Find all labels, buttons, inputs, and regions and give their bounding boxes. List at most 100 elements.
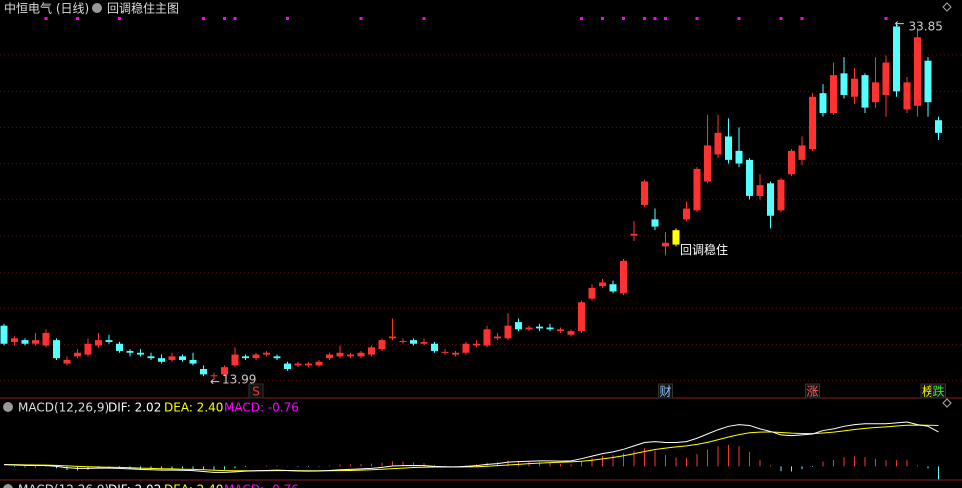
candle-body [74,352,81,357]
icon [3,402,13,412]
signal-dot [202,17,205,20]
signal-dot [779,17,783,20]
annotation: 回调稳住 [680,242,728,257]
candle-body [609,284,617,292]
candle-body [137,352,144,355]
candle-body [767,183,774,216]
min-label: 13.99 [222,372,256,386]
candle-body [557,329,564,332]
candle-body [231,354,239,366]
signal-dot [223,17,226,20]
candle-body [536,326,543,329]
candle-body [914,37,921,106]
candle-body [210,375,218,377]
candle-body [630,233,638,236]
signal-dot [653,17,657,20]
candle-body [746,159,753,196]
candle-body [840,73,848,95]
candle-body [189,359,197,364]
candle-body [935,120,942,133]
candle-body [672,230,680,245]
candle-body [126,350,134,353]
candle-body [84,343,92,355]
signal-dot [118,17,121,20]
candle-body [105,340,113,342]
candle-body [756,185,764,196]
candle-body [315,361,323,366]
candle-body [378,340,386,350]
candle-body [830,75,837,113]
candle-body [452,352,459,355]
event-box [658,383,673,399]
icon [3,484,13,488]
candle-body [179,356,186,360]
candle-body [95,340,102,346]
candle-body [588,287,596,299]
signal-dot [580,17,583,20]
signal-dot [800,17,804,20]
event-box [931,383,946,399]
candle-body [462,343,470,353]
macd-label: MACD: -0.76 [224,483,299,488]
candle-body [620,260,627,294]
candle-body [357,352,365,357]
candle-body [714,132,722,155]
candle-body [651,219,659,227]
candle-body [53,340,60,359]
candle-body [578,302,585,332]
candle-body [284,363,291,369]
candle-body [347,354,354,357]
candle-body [116,343,123,351]
candle-body [483,329,491,346]
candle-body [809,96,816,150]
signal-dot [422,17,426,20]
signal-dot [359,17,363,20]
chart-subtitle: 回调稳住主图 [107,1,179,16]
candle-body [263,352,270,355]
candle-body [851,78,858,97]
candle-body [735,150,743,164]
candle-body [473,343,480,346]
candle-body [693,168,701,211]
signal-dot [601,17,604,20]
candle-body [798,145,806,160]
candle-body [788,150,795,175]
candle-body [242,356,249,359]
candle-body [515,322,522,330]
event-box [248,383,264,399]
event-label: S [252,385,260,399]
candle-body [42,332,50,346]
candle-body [200,368,207,375]
dif-label: DIF: 2.02 [108,401,161,415]
candle-body [525,327,533,330]
candle-body [903,82,911,110]
macd-title: MACD(12,26,9) [18,401,109,415]
candle-body [368,347,375,355]
candle-body [21,340,29,344]
icon [942,2,952,12]
dea-label: DEA: 2.40 [164,401,223,415]
candle-body [252,354,260,359]
candle-body [11,338,18,342]
min-arrow: ← [210,374,220,388]
candle-body [0,325,8,344]
candle-body [546,327,554,330]
signal-dot [737,17,741,20]
max-arrow: ← [895,16,905,30]
candle-body [819,93,827,113]
candle-body [924,60,932,103]
signal-dot [286,17,289,20]
candle-body [63,359,71,364]
candle-body [872,82,879,103]
dea-line [4,424,939,472]
candle-body [494,336,501,339]
chart-title: 中恒电气 (日线) [4,1,89,16]
candle-body [683,208,690,220]
candle-body [336,352,344,357]
dif-label: DIF: 2.02 [108,483,161,488]
signal-dot [44,17,48,20]
event-label: 财 [659,385,671,399]
candle-body [158,358,165,362]
